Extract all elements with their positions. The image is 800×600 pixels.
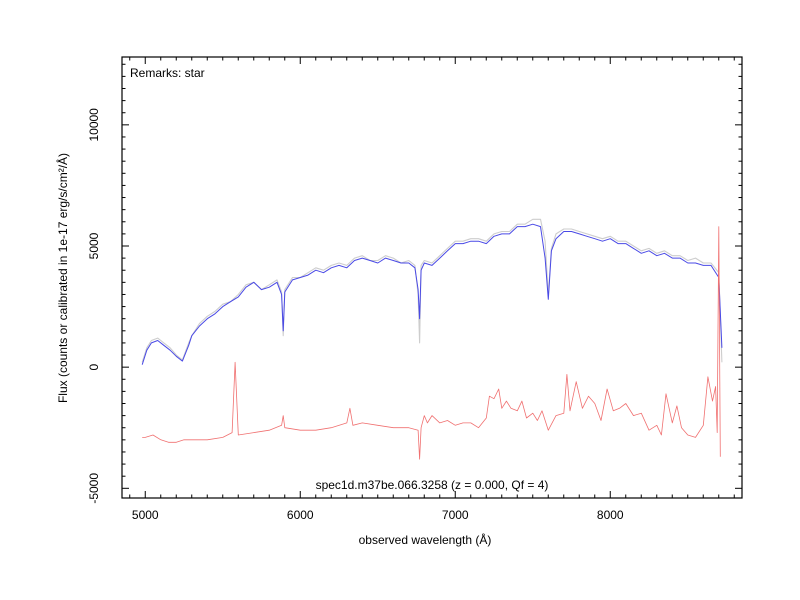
x-tick-label: 6000	[287, 508, 314, 522]
x-tick-label: 8000	[597, 508, 624, 522]
y-tick-label: 0	[87, 363, 101, 370]
y-tick-label: 10000	[87, 108, 101, 142]
plot-frame	[121, 56, 743, 499]
spectrum-id-annotation: spec1d.m37be.066.3258 (z = 0.000, Qf = 4…	[316, 478, 549, 492]
remarks-annotation: Remarks: star	[130, 66, 205, 80]
y-axis-title: Flux (counts or calibrated in 1e-17 erg/…	[55, 153, 70, 403]
tick-labels: 5000 6000 7000 8000 -5000 0 5000 10000	[87, 108, 624, 522]
y-tick-label: 5000	[87, 232, 101, 259]
axis-ticks	[122, 57, 742, 498]
series-layer	[141, 218, 723, 460]
x-tick-label: 5000	[132, 508, 159, 522]
smoothed-spectrum-line	[141, 223, 723, 365]
x-axis-title: observed wavelength (Å)	[359, 532, 492, 547]
x-tick-label: 7000	[442, 508, 469, 522]
raw-spectrum-line	[141, 218, 723, 363]
y-tick-label: -5000	[87, 473, 101, 504]
error-spectrum-line	[142, 226, 721, 460]
